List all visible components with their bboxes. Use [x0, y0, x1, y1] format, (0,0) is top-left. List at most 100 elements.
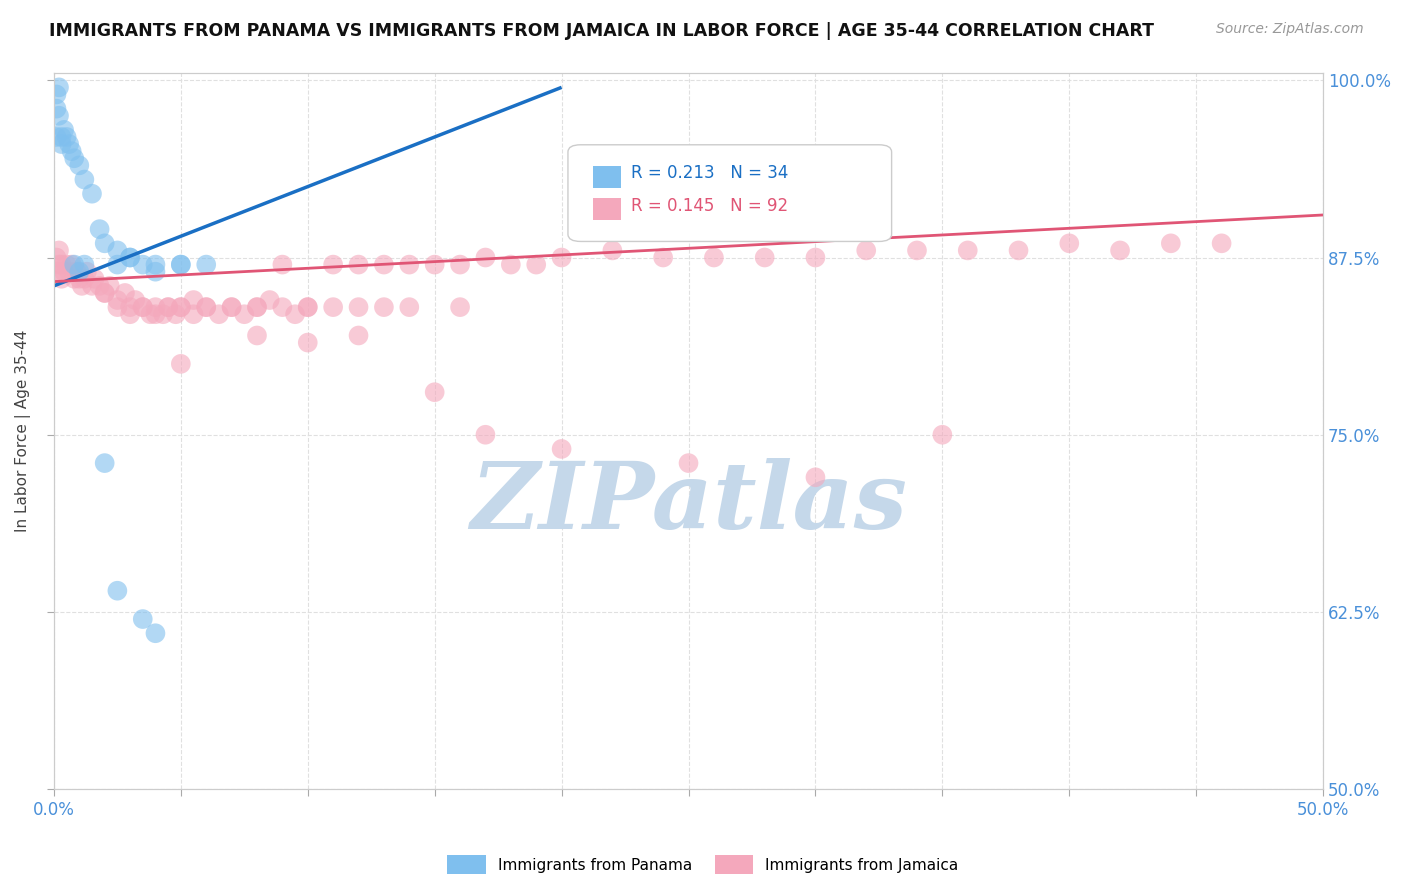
Point [271, 300, 294, 314]
Point [804, 470, 827, 484]
Point [83, 272, 105, 286]
Point [474, 251, 496, 265]
Point [58, 265, 80, 279]
Point [60, 258, 83, 272]
Point [602, 244, 624, 258]
Point [170, 300, 193, 314]
Point [93, 285, 115, 300]
Point [105, 583, 128, 598]
Point [120, 251, 142, 265]
Point [63, 272, 86, 286]
Point [170, 300, 193, 314]
Point [246, 300, 269, 314]
Point [297, 300, 319, 314]
Point [1211, 236, 1233, 251]
Point [449, 258, 471, 272]
Point [703, 251, 725, 265]
Point [53, 265, 76, 279]
Point [51, 137, 73, 152]
Point [152, 307, 174, 321]
Point [114, 285, 136, 300]
Point [93, 456, 115, 470]
Point [48, 109, 70, 123]
Point [51, 258, 73, 272]
Point [855, 244, 877, 258]
Point [93, 236, 115, 251]
Point [132, 300, 155, 314]
Point [120, 307, 142, 321]
Point [652, 251, 675, 265]
Point [105, 300, 128, 314]
Point [132, 300, 155, 314]
Point [76, 265, 98, 279]
Text: IMMIGRANTS FROM PANAMA VS IMMIGRANTS FROM JAMAICA IN LABOR FORCE | AGE 35-44 COR: IMMIGRANTS FROM PANAMA VS IMMIGRANTS FRO… [49, 22, 1154, 40]
FancyBboxPatch shape [568, 145, 891, 242]
Point [80, 186, 103, 201]
Point [297, 300, 319, 314]
Point [63, 151, 86, 165]
Point [373, 258, 395, 272]
Text: R = 0.145   N = 92: R = 0.145 N = 92 [631, 196, 789, 215]
Point [145, 626, 167, 640]
Point [48, 258, 70, 272]
Point [1109, 244, 1132, 258]
Point [120, 300, 142, 314]
Point [145, 265, 167, 279]
Point [67, 265, 90, 279]
Y-axis label: In Labor Force | Age 35-44: In Labor Force | Age 35-44 [15, 330, 31, 533]
Point [157, 300, 180, 314]
Point [195, 300, 218, 314]
Point [73, 258, 96, 272]
Point [124, 293, 146, 307]
Point [145, 258, 167, 272]
Point [53, 123, 76, 137]
Point [67, 158, 90, 172]
Point [499, 258, 522, 272]
Point [931, 427, 953, 442]
Point [89, 278, 111, 293]
Bar [593, 166, 621, 187]
Point [45, 251, 67, 265]
Point [145, 300, 167, 314]
Point [48, 244, 70, 258]
Point [132, 258, 155, 272]
Point [98, 278, 121, 293]
Point [51, 272, 73, 286]
Point [132, 612, 155, 626]
Point [66, 265, 89, 279]
Point [67, 272, 90, 286]
Point [208, 307, 231, 321]
Point [55, 130, 77, 145]
Point [347, 328, 370, 343]
Point [51, 130, 73, 145]
Point [524, 258, 547, 272]
Text: R = 0.213   N = 34: R = 0.213 N = 34 [631, 164, 789, 183]
Text: ZIPatlas: ZIPatlas [470, 458, 907, 548]
Point [449, 300, 471, 314]
Point [804, 251, 827, 265]
Point [157, 300, 180, 314]
Point [105, 244, 128, 258]
Point [145, 307, 167, 321]
Point [80, 278, 103, 293]
Point [89, 222, 111, 236]
Point [347, 300, 370, 314]
Point [905, 244, 928, 258]
Point [48, 80, 70, 95]
Point [246, 328, 269, 343]
Point [284, 307, 307, 321]
Point [170, 258, 193, 272]
Point [60, 144, 83, 158]
Point [221, 300, 243, 314]
Point [73, 172, 96, 186]
Point [183, 293, 205, 307]
Point [271, 258, 294, 272]
Point [139, 307, 162, 321]
Text: Source: ZipAtlas.com: Source: ZipAtlas.com [1216, 22, 1364, 37]
Point [297, 335, 319, 350]
Point [165, 307, 187, 321]
Point [474, 427, 496, 442]
Point [423, 385, 446, 400]
Point [233, 307, 256, 321]
Point [398, 300, 420, 314]
